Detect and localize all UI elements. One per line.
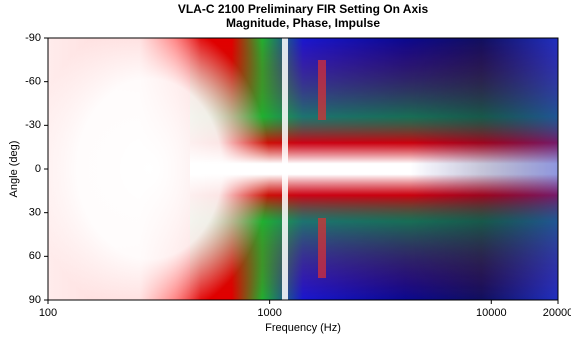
y-tick-label: 60 [29, 250, 41, 262]
x-tick-label: 20000 [543, 307, 571, 319]
chart-subtitle: Magnitude, Phase, Impulse [226, 16, 380, 30]
y-tick-label: -90 [25, 32, 41, 44]
y-tick-label: 90 [29, 294, 41, 306]
y-tick-label: 0 [35, 163, 41, 175]
x-tick-label: 1000 [257, 307, 281, 319]
y-tick-label: -30 [25, 119, 41, 131]
x-tick-label: 100 [39, 307, 57, 319]
chart-title: VLA-C 2100 Preliminary FIR Setting On Ax… [178, 2, 429, 16]
y-axis-label: Angle (deg) [8, 141, 20, 198]
y-tick-label: 30 [29, 207, 41, 219]
y-tick-label: -60 [25, 76, 41, 88]
x-tick-label: 10000 [476, 307, 507, 319]
heatmap [30, 19, 558, 319]
x-axis-label: Frequency (Hz) [265, 322, 341, 334]
